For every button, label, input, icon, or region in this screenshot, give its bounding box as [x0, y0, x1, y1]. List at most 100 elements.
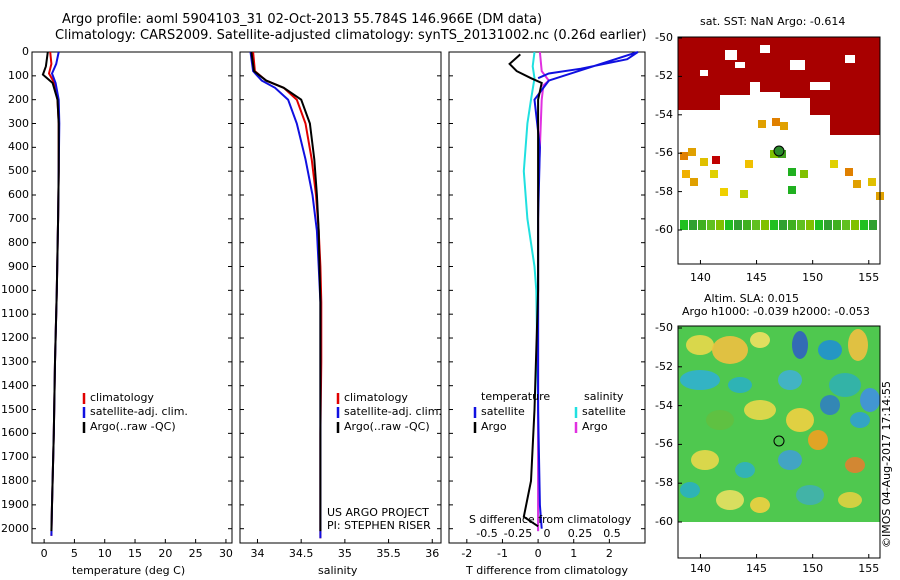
diff-legend-s-title: salinity [584, 390, 624, 403]
sst-pixel [734, 220, 742, 230]
sst-pixel [770, 220, 778, 230]
sst-pixel [860, 220, 868, 230]
sst-cold-region [810, 90, 835, 115]
depth-tick-label: 1200 [1, 331, 29, 345]
sal-series-argo [250, 51, 322, 532]
tdiff-series-satellite [533, 51, 639, 529]
sst-gap [845, 55, 855, 63]
sst-pixel [761, 220, 769, 230]
sst-pixel [824, 220, 832, 230]
depth-tick-label: 1400 [1, 378, 29, 392]
sdiff-label: S difference from climatology [469, 513, 632, 526]
diff-legend-t-argo: Argo [481, 420, 507, 433]
tdiff-xlabel: T difference from climatology [466, 564, 628, 577]
sst-pixel [716, 220, 724, 230]
sst-pixel [851, 220, 859, 230]
diff-legend-s-satellite: satellite [582, 405, 626, 418]
sst-cold-region [830, 80, 880, 135]
sst-pixel [788, 220, 796, 230]
sst-ytick-label: -58 [655, 184, 673, 198]
sst-pixel [830, 160, 838, 168]
sst-ytick-label: -60 [655, 223, 673, 236]
sst-pixel [868, 178, 876, 186]
sla-anomaly [728, 377, 752, 393]
sst-ytick-label: -52 [655, 69, 673, 83]
sst-xtick-label: 150 [802, 271, 824, 284]
depth-tick-label: 500 [8, 164, 29, 178]
sla-ytick-label: -52 [655, 359, 673, 373]
sst-pixel [800, 170, 808, 178]
sla-ytick-label: -60 [655, 515, 673, 528]
sal-xtick-label: 35.5 [376, 547, 401, 560]
depth-tick-label: 1800 [1, 474, 29, 488]
sal-legend-argo: Argo(..raw -QC) [344, 420, 430, 433]
sla-anomaly [792, 331, 808, 359]
sla-anomaly [691, 450, 719, 470]
sla-anomaly [686, 335, 714, 355]
sla-ytick-label: -58 [655, 476, 673, 490]
sst-pixel [690, 178, 698, 186]
sst-xtick-label: 145 [746, 271, 768, 284]
depth-tick-label: 300 [8, 116, 29, 130]
depth-tick-label: 1300 [1, 354, 29, 368]
temp-xtick-label: 30 [218, 547, 233, 560]
sla-anomaly [845, 457, 865, 473]
salinity-xlabel: salinity [318, 564, 358, 577]
sla-anomaly [750, 332, 770, 348]
sla-anomaly [744, 400, 776, 420]
sla-anomaly [786, 408, 814, 432]
sst-pixel [853, 180, 861, 188]
sst-pixel [680, 220, 688, 230]
tdiff-xtick-label: -2 [461, 547, 473, 560]
project-note: US ARGO PROJECT [327, 506, 429, 519]
sst-pixel [797, 220, 805, 230]
sst-map-title: sat. SST: NaN Argo: -0.614 [700, 15, 846, 28]
sst-cold-region [720, 80, 750, 95]
depth-tick-label: 1600 [1, 426, 29, 440]
panel-frame-1 [31, 51, 233, 544]
header-line1: Argo profile: aoml 5904103_31 02-Oct-201… [62, 12, 543, 27]
sal-xtick-label: 34 [250, 547, 265, 560]
sal-xtick-label: 34.5 [288, 547, 314, 560]
sst-ytick-label: -50 [655, 31, 673, 44]
sla-ytick-label: -50 [655, 321, 673, 334]
sst-pixel [780, 122, 788, 130]
sla-anomaly [838, 492, 862, 508]
depth-tick-label: 2000 [1, 521, 29, 535]
sst-pixel [700, 158, 708, 166]
depth-tick-label: 200 [8, 92, 29, 106]
sla-anomaly [850, 412, 870, 428]
diff-legend-t-title: temperature [481, 390, 551, 403]
temp-xtick-label: 25 [188, 547, 203, 560]
depth-tick-label: 400 [8, 140, 29, 154]
temp-xtick-label: 15 [128, 547, 143, 560]
sst-pixel [779, 220, 787, 230]
sla-argo-location-marker [773, 435, 785, 447]
depth-tick-label: 1100 [1, 307, 29, 321]
sst-gap [735, 62, 745, 68]
depth-tick-label: 700 [8, 211, 29, 225]
sla-ytick-label: -56 [655, 437, 673, 451]
sst-pixel [845, 168, 853, 176]
sst-pixel [815, 220, 823, 230]
sst-pixel [689, 220, 697, 230]
sst-pixel [842, 220, 850, 230]
sst-pixel [725, 220, 733, 230]
temp-series-argo [41, 51, 60, 532]
sst-pixel [788, 168, 796, 176]
depth-tick-label: 600 [8, 188, 29, 201]
footer-timestamp: ©IMOS 04-Aug-2017 17:14:55 [880, 381, 893, 548]
sst-gap [725, 50, 737, 60]
sdiff-tick-label: 0.5 [603, 527, 621, 540]
sst-pixel [695, 95, 703, 103]
sst-pixel [712, 156, 720, 164]
sst-pixel [833, 220, 841, 230]
tdiff-xtick-label: 2 [605, 547, 613, 560]
sst-gap [700, 70, 708, 76]
depth-tick-label: 800 [8, 235, 29, 249]
sdiff-tick-label: 0 [543, 527, 551, 540]
temp-xtick-label: 10 [97, 547, 112, 560]
sla-anomaly [712, 336, 748, 364]
sla-anomaly [750, 497, 770, 513]
